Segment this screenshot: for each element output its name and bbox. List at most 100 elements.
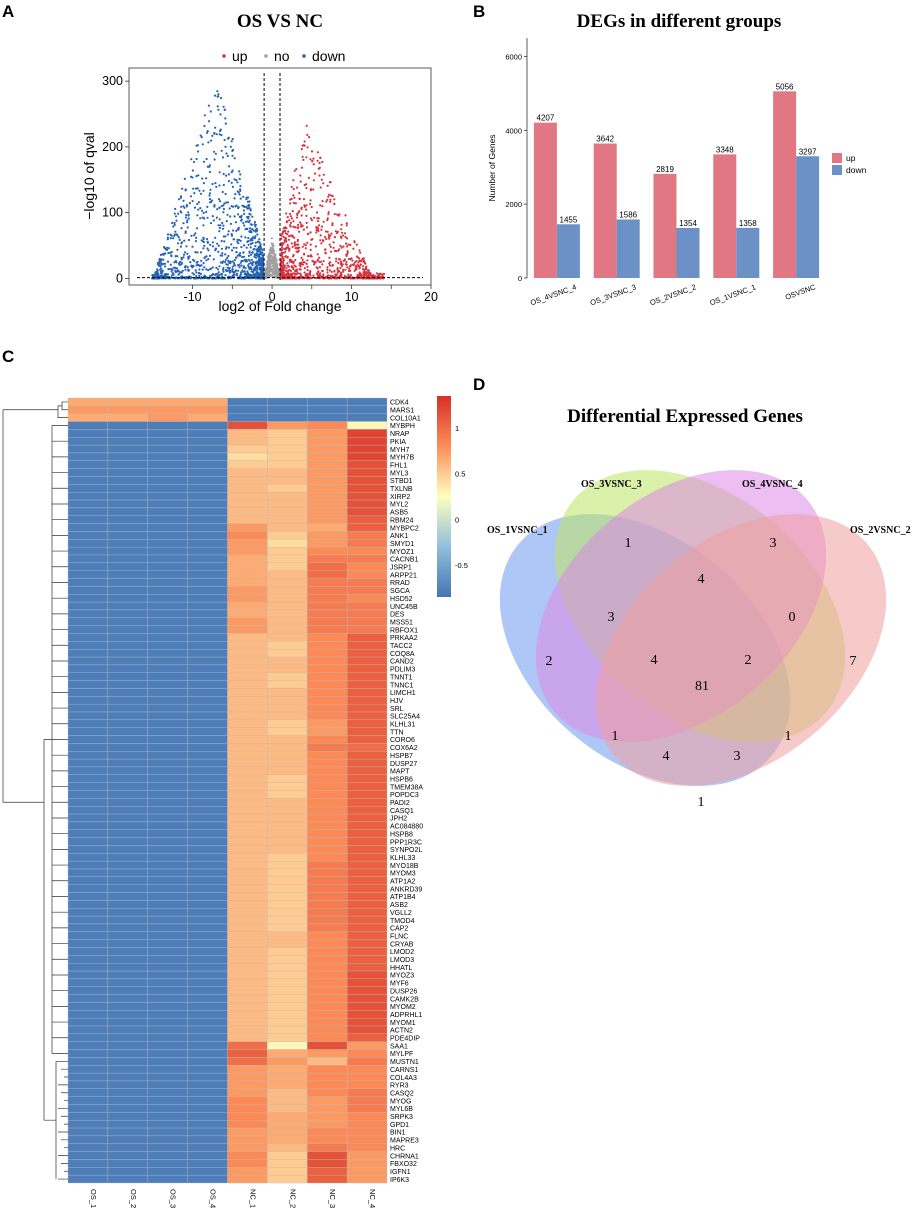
heatmap-cell (147, 515, 188, 524)
volcano-point (215, 266, 218, 269)
volcano-point (298, 192, 301, 195)
volcano-point (246, 207, 249, 210)
volcano-point (307, 232, 310, 235)
volcano-point (367, 269, 370, 272)
volcano-point (249, 246, 252, 249)
volcano-point (224, 268, 227, 272)
heatmap-cell (307, 421, 348, 430)
volcano-point (175, 233, 178, 236)
volcano-point (219, 200, 222, 203)
heatmap-cell (147, 860, 188, 870)
bar-up (653, 173, 677, 278)
heatmap-row-label: POPDC3 (390, 792, 419, 799)
volcano-point (344, 242, 348, 245)
volcano-point (292, 187, 295, 191)
volcano-point (320, 242, 323, 245)
heatmap-cell (267, 703, 308, 713)
volcano-point (276, 274, 279, 277)
heatmap-cell (227, 696, 268, 705)
heatmap-cell (187, 821, 228, 830)
heatmap-cell (307, 499, 348, 509)
volcano-point (208, 170, 211, 174)
volcano-point (258, 238, 261, 241)
heatmap-cell (307, 1127, 348, 1137)
heatmap-cell (187, 994, 228, 1003)
volcano-point (203, 114, 206, 117)
volcano-point (232, 238, 235, 241)
volcano-point (261, 260, 264, 263)
volcano-point (219, 113, 222, 116)
volcano-point (329, 194, 333, 197)
heatmap-cell (346, 939, 388, 948)
volcano-point (303, 267, 306, 270)
volcano-point (243, 212, 246, 215)
volcano-point (236, 238, 239, 241)
bar-down (796, 156, 820, 278)
volcano-point (313, 216, 316, 219)
volcano-point (201, 177, 204, 180)
volcano-point (222, 260, 225, 263)
bar-legend-up-label: up (846, 153, 856, 163)
heatmap-cell (187, 649, 228, 658)
volcano-point (225, 174, 228, 177)
volcano-point (279, 265, 282, 269)
heatmap-cell (227, 523, 268, 532)
heatmap-cell (227, 562, 268, 571)
volcano-point (248, 259, 251, 262)
heatmap-cell (147, 476, 188, 485)
venn-count-os1-os4-os2: 4 (663, 749, 670, 764)
volcano-point (329, 250, 333, 253)
heatmap-cell (147, 1127, 188, 1137)
volcano-point (287, 238, 290, 241)
heatmap-cell (307, 444, 348, 454)
volcano-point (281, 232, 284, 235)
heatmap-cell (267, 554, 308, 564)
volcano-point (312, 163, 315, 166)
heatmap-cell (307, 915, 348, 925)
heatmap-cell (267, 790, 308, 799)
volcano-point (293, 236, 296, 239)
heatmap-column-label: OS_4 (209, 1189, 218, 1208)
volcano-point (217, 224, 220, 227)
volcano-point (174, 215, 178, 218)
volcano-point (329, 198, 332, 201)
heatmap-cell (267, 531, 308, 540)
volcano-point (220, 239, 223, 243)
volcano-point (216, 268, 220, 271)
volcano-point (203, 244, 206, 247)
heatmap-cell (307, 900, 348, 909)
heatmap-cell (307, 1159, 348, 1168)
heatmap-cell (307, 1143, 348, 1152)
volcano-point (327, 195, 330, 198)
heatmap-cell (147, 1120, 188, 1129)
heatmap-colorbar (437, 396, 451, 597)
volcano-point (167, 251, 170, 255)
heatmap-cell (307, 1112, 348, 1121)
volcano-point (213, 158, 216, 161)
heatmap-cell (227, 939, 268, 948)
heatmap-cell (67, 774, 109, 783)
volcano-point (182, 253, 186, 256)
volcano-point (220, 204, 224, 208)
volcano-point (159, 253, 162, 256)
volcano-point (364, 272, 367, 275)
volcano-point (190, 276, 193, 279)
volcano-point (319, 156, 322, 159)
volcano-point (224, 145, 227, 148)
volcano-point (207, 104, 210, 107)
heatmap-row-label: RBM24 (390, 517, 413, 524)
volcano-point (231, 249, 234, 252)
volcano-point (232, 273, 235, 276)
heatmap-cell (346, 633, 388, 642)
volcano-point (187, 257, 190, 260)
heatmap-cell (227, 444, 268, 454)
heatmap-cell (267, 437, 308, 446)
volcano-point (239, 173, 242, 176)
volcano-point (240, 235, 243, 238)
volcano-point (249, 209, 252, 212)
heatmap-cell (187, 1159, 228, 1168)
volcano-point (174, 259, 177, 263)
volcano-point (250, 223, 253, 226)
volcano-point (344, 277, 347, 280)
bar-category-label: OSVSNC (784, 282, 817, 301)
